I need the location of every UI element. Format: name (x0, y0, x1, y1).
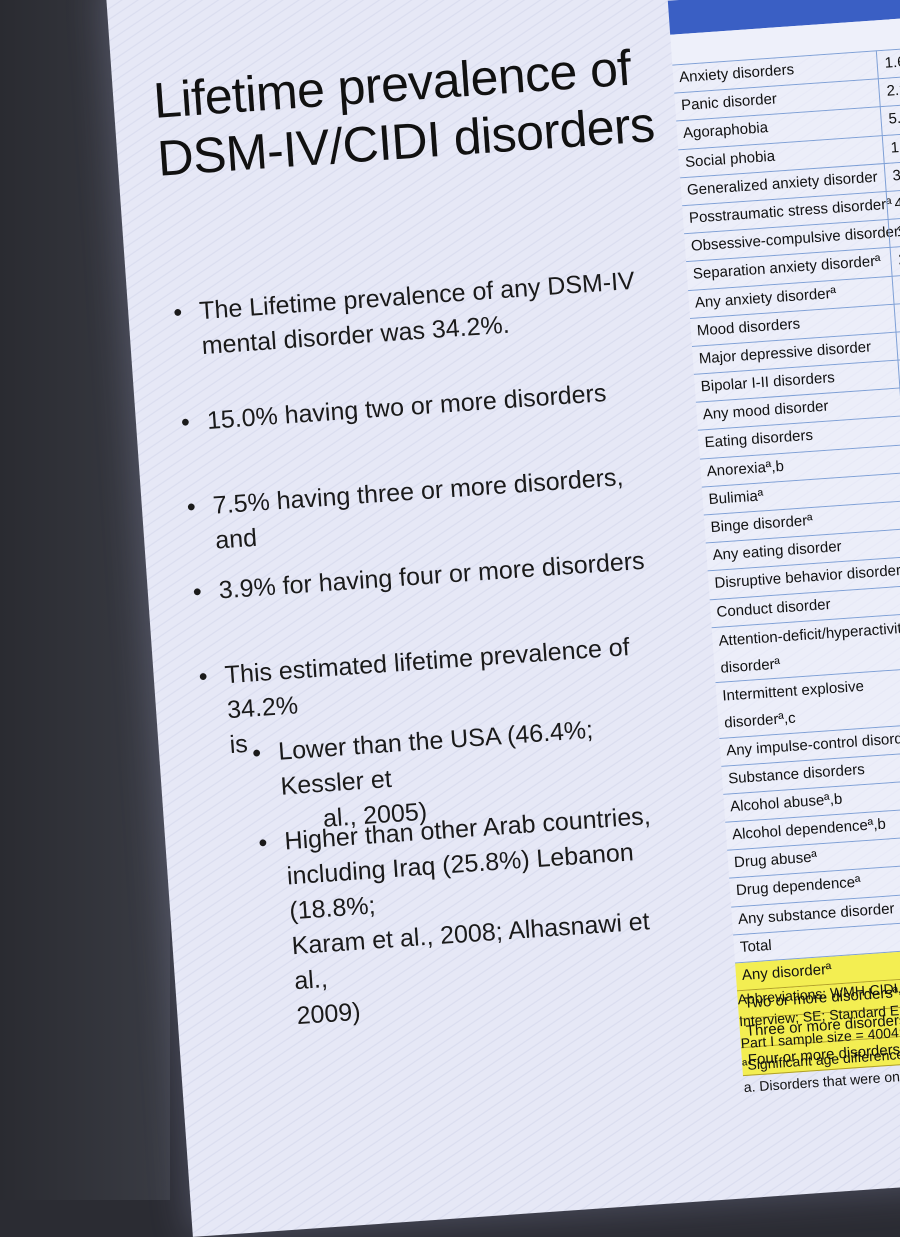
row-label: Anxiety disorders (678, 61, 795, 87)
row-value: 1.6 (884, 53, 900, 72)
row-label: Binge disorderª (710, 511, 814, 537)
row-label: Eating disorders (704, 427, 814, 452)
projected-slide: Lifetime prevalence of DSM-IV/CIDI disor… (105, 0, 900, 1237)
row-label: Agoraphobia (682, 119, 769, 143)
row-label: Total (739, 936, 773, 956)
bullet-item: The Lifetime prevalence of any DSM-IV me… (172, 264, 638, 366)
row-label: Alcohol dependenceª,b (731, 815, 887, 844)
row-label: Any eating disorder (712, 538, 843, 565)
row-label: Drug dependenceª (735, 873, 862, 900)
row-value: 4.1 (893, 193, 900, 213)
row-label: Bipolar I-II disorders (700, 369, 836, 396)
row-value: 2.3 (886, 81, 900, 100)
sub-bullet-item: Higher than other Arab countries, includ… (257, 797, 693, 1036)
bullet-item: 15.0% having two or more disorders (180, 376, 608, 441)
bullet-list: The Lifetime prevalence of any DSM-IV me… (172, 263, 651, 1030)
row-label: Any mood disorder (702, 397, 830, 424)
row-label: Any anxiety disorderª (694, 284, 837, 312)
row-label: Mood disorders (696, 315, 801, 340)
row-label: Social phobia (684, 147, 776, 171)
table-body: Anxiety disorders 1.6 Panic disorder 2.3 Ago… (672, 40, 900, 1076)
row-label: Substance disorders (727, 760, 866, 788)
row-label: Drug abuseª (733, 848, 818, 872)
row-label: Anorexiaª,b (706, 457, 785, 480)
row-label: Conduct disorder (715, 595, 832, 621)
row-label: Bulimiaª (708, 487, 764, 508)
row-value: 11. (895, 222, 900, 241)
bullet-line: 7.5% having three or more disorders, and (211, 463, 625, 555)
row-label: Panic disorder (680, 90, 778, 115)
row-label: Alcohol abuseª,b (729, 790, 843, 816)
slide-title: Lifetime prevalence of DSM-IV/CIDI disor… (152, 37, 657, 187)
row-value: 5.6 (888, 109, 900, 129)
bullet-line: 15.0% having two or more disorders (206, 379, 608, 435)
row-value: 1.9 (890, 137, 900, 157)
row-label: Any disorderª (741, 960, 833, 985)
bullet-item: 7.5% having three or more disorders, and (186, 458, 660, 561)
row-value: 3.3 (891, 165, 900, 185)
